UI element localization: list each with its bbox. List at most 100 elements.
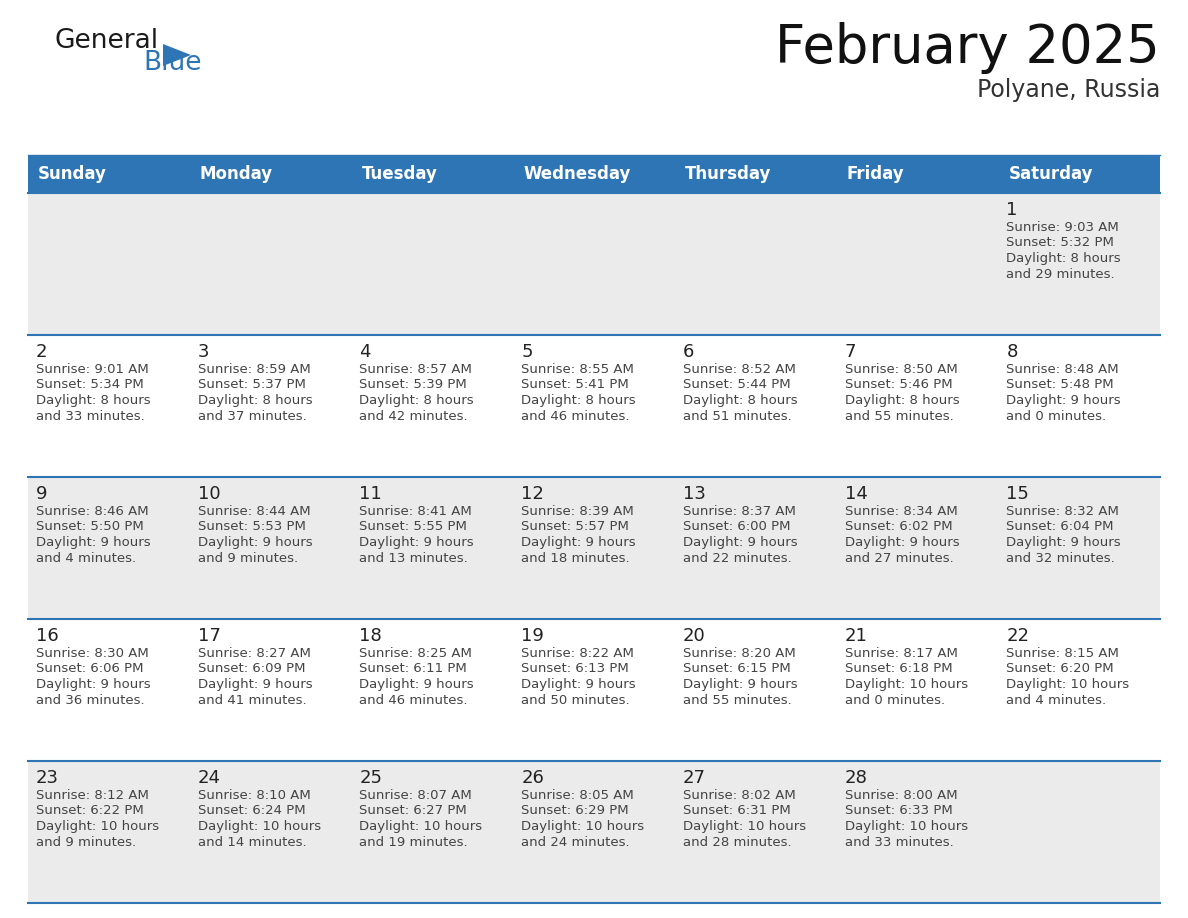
Text: Sunrise: 8:37 AM: Sunrise: 8:37 AM [683,505,796,518]
Bar [675,155,836,193]
Bar [998,477,1159,619]
Text: Sunrise: 8:44 AM: Sunrise: 8:44 AM [197,505,310,518]
Text: Saturday: Saturday [1009,165,1093,183]
Bar [190,761,352,903]
Bar [29,193,190,335]
Text: Daylight: 8 hours: Daylight: 8 hours [197,394,312,407]
Bar [190,193,352,335]
Text: and 27 minutes.: and 27 minutes. [845,552,953,565]
Text: Sunrise: 8:55 AM: Sunrise: 8:55 AM [522,363,634,376]
Text: Daylight: 9 hours: Daylight: 9 hours [1006,394,1121,407]
Text: and 13 minutes.: and 13 minutes. [360,552,468,565]
Bar [513,193,675,335]
Bar [675,761,836,903]
Bar [190,335,352,477]
Text: 5: 5 [522,343,532,361]
Text: 2: 2 [36,343,48,361]
Text: Daylight: 10 hours: Daylight: 10 hours [845,678,968,691]
Text: 20: 20 [683,627,706,645]
Bar [998,761,1159,903]
Text: 10: 10 [197,485,220,503]
Text: Sunset: 5:32 PM: Sunset: 5:32 PM [1006,237,1114,250]
Text: 12: 12 [522,485,544,503]
Bar [998,193,1159,335]
Text: Sunrise: 8:10 AM: Sunrise: 8:10 AM [197,789,310,802]
Bar [352,193,513,335]
Text: Sunset: 5:55 PM: Sunset: 5:55 PM [360,521,467,533]
Text: Daylight: 8 hours: Daylight: 8 hours [360,394,474,407]
Text: and 55 minutes.: and 55 minutes. [683,693,791,707]
Text: Sunset: 6:20 PM: Sunset: 6:20 PM [1006,663,1114,676]
Text: Sunset: 6:13 PM: Sunset: 6:13 PM [522,663,628,676]
Text: Daylight: 10 hours: Daylight: 10 hours [197,820,321,833]
Text: Sunday: Sunday [38,165,107,183]
Text: Sunrise: 8:34 AM: Sunrise: 8:34 AM [845,505,958,518]
Text: 22: 22 [1006,627,1029,645]
Text: 24: 24 [197,769,221,787]
Text: Polyane, Russia: Polyane, Russia [977,78,1159,102]
Text: 16: 16 [36,627,58,645]
Bar [675,335,836,477]
Text: Sunrise: 8:32 AM: Sunrise: 8:32 AM [1006,505,1119,518]
Bar [675,193,836,335]
Bar [836,619,998,761]
Text: Daylight: 10 hours: Daylight: 10 hours [683,820,805,833]
Text: Sunset: 6:04 PM: Sunset: 6:04 PM [1006,521,1114,533]
Text: and 22 minutes.: and 22 minutes. [683,552,791,565]
Text: 18: 18 [360,627,383,645]
Text: 6: 6 [683,343,694,361]
Text: Sunset: 6:11 PM: Sunset: 6:11 PM [360,663,467,676]
Bar [513,335,675,477]
Text: Sunset: 6:09 PM: Sunset: 6:09 PM [197,663,305,676]
Bar [29,155,190,193]
Text: Sunset: 6:22 PM: Sunset: 6:22 PM [36,804,144,818]
Text: Daylight: 9 hours: Daylight: 9 hours [522,678,636,691]
Text: Tuesday: Tuesday [361,165,437,183]
Text: Daylight: 9 hours: Daylight: 9 hours [197,536,312,549]
Text: Sunrise: 8:57 AM: Sunrise: 8:57 AM [360,363,473,376]
Text: 21: 21 [845,627,867,645]
Text: and 14 minutes.: and 14 minutes. [197,835,307,848]
Bar [513,155,675,193]
Text: Sunset: 6:24 PM: Sunset: 6:24 PM [197,804,305,818]
Bar [836,761,998,903]
Text: 15: 15 [1006,485,1029,503]
Text: Sunrise: 8:46 AM: Sunrise: 8:46 AM [36,505,148,518]
Bar [513,619,675,761]
Bar [513,761,675,903]
Bar [352,761,513,903]
Text: General: General [55,28,159,54]
Text: 8: 8 [1006,343,1018,361]
Text: and 0 minutes.: and 0 minutes. [1006,409,1106,422]
Text: Sunrise: 8:00 AM: Sunrise: 8:00 AM [845,789,958,802]
Bar [29,761,190,903]
Bar [836,193,998,335]
Bar [513,477,675,619]
Bar [998,619,1159,761]
Text: Daylight: 8 hours: Daylight: 8 hours [522,394,636,407]
Text: Sunset: 5:41 PM: Sunset: 5:41 PM [522,378,628,391]
Text: Daylight: 9 hours: Daylight: 9 hours [360,678,474,691]
Text: Daylight: 9 hours: Daylight: 9 hours [522,536,636,549]
Text: Sunrise: 8:22 AM: Sunrise: 8:22 AM [522,647,634,660]
Bar [836,477,998,619]
Text: 14: 14 [845,485,867,503]
Text: Daylight: 10 hours: Daylight: 10 hours [36,820,159,833]
Text: 25: 25 [360,769,383,787]
Text: Sunrise: 8:07 AM: Sunrise: 8:07 AM [360,789,472,802]
Bar [352,335,513,477]
Text: 27: 27 [683,769,706,787]
Text: Daylight: 9 hours: Daylight: 9 hours [360,536,474,549]
Text: and 9 minutes.: and 9 minutes. [36,835,137,848]
Text: Sunset: 6:27 PM: Sunset: 6:27 PM [360,804,467,818]
Text: Sunrise: 8:25 AM: Sunrise: 8:25 AM [360,647,473,660]
Text: and 32 minutes.: and 32 minutes. [1006,552,1116,565]
Text: Sunrise: 8:15 AM: Sunrise: 8:15 AM [1006,647,1119,660]
Text: Sunrise: 8:12 AM: Sunrise: 8:12 AM [36,789,148,802]
Text: Daylight: 10 hours: Daylight: 10 hours [360,820,482,833]
Text: Sunrise: 8:41 AM: Sunrise: 8:41 AM [360,505,472,518]
Text: Daylight: 8 hours: Daylight: 8 hours [1006,252,1121,265]
Text: and 9 minutes.: and 9 minutes. [197,552,298,565]
Text: 11: 11 [360,485,383,503]
Text: Wednesday: Wednesday [523,165,631,183]
